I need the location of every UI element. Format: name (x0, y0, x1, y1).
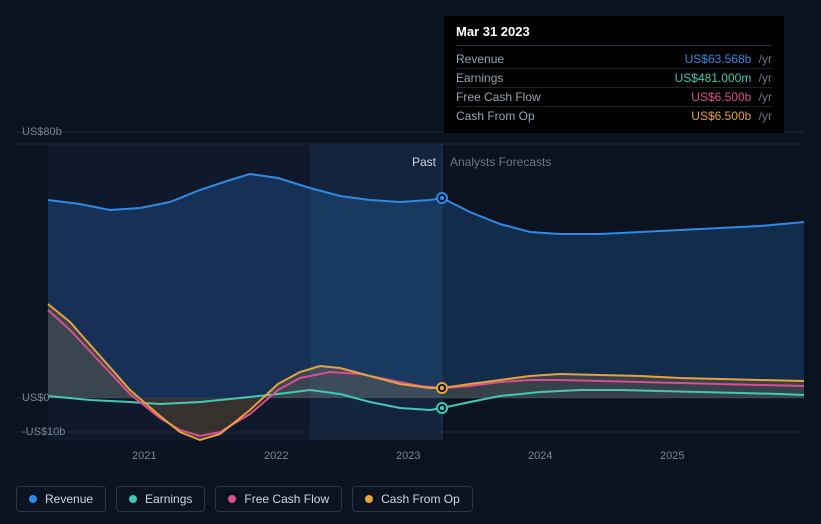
legend-item-fcf[interactable]: Free Cash Flow (215, 486, 342, 512)
legend-item-label: Free Cash Flow (244, 492, 329, 506)
legend: Revenue Earnings Free Cash Flow Cash From O… (16, 486, 473, 512)
legend-dot-icon (365, 495, 373, 503)
x-axis-label: 2021 (132, 450, 156, 462)
tooltip-row-value: US$481.000m /yr (675, 71, 772, 85)
tooltip-row-unit: /yr (755, 52, 772, 66)
x-axis-label: 2025 (660, 450, 684, 462)
tooltip-date: Mar 31 2023 (456, 24, 772, 46)
tooltip-row-label: Earnings (456, 71, 503, 85)
legend-item-label: Earnings (145, 492, 192, 506)
tooltip-row: Revenue US$63.568b /yr (456, 50, 772, 69)
y-axis-label: US$0 (22, 392, 50, 404)
chart-tooltip: Mar 31 2023 Revenue US$63.568b /yr Earning… (444, 16, 784, 133)
tooltip-row-label: Cash From Op (456, 109, 535, 123)
x-axis-label: 2023 (396, 450, 420, 462)
x-axis-label: 2022 (264, 450, 288, 462)
x-axis-label: 2024 (528, 450, 552, 462)
legend-dot-icon (129, 495, 137, 503)
past-label: Past (412, 155, 436, 169)
forecast-label: Analysts Forecasts (450, 155, 551, 169)
legend-item-label: Revenue (45, 492, 93, 506)
tooltip-row-unit: /yr (755, 71, 772, 85)
legend-dot-icon (228, 495, 236, 503)
y-axis-label: -US$10b (22, 426, 65, 438)
legend-dot-icon (29, 495, 37, 503)
tooltip-row-unit: /yr (755, 109, 772, 123)
legend-item-revenue[interactable]: Revenue (16, 486, 106, 512)
tooltip-row: Free Cash Flow US$6.500b /yr (456, 88, 772, 107)
tooltip-row: Earnings US$481.000m /yr (456, 69, 772, 88)
tooltip-row: Cash From Op US$6.500b /yr (456, 107, 772, 125)
legend-item-cfo[interactable]: Cash From Op (352, 486, 473, 512)
tooltip-row-label: Revenue (456, 52, 504, 66)
legend-item-earnings[interactable]: Earnings (116, 486, 205, 512)
legend-item-label: Cash From Op (381, 492, 460, 506)
tooltip-row-value: US$6.500b /yr (691, 109, 772, 123)
tooltip-row-label: Free Cash Flow (456, 90, 541, 104)
financials-chart: US$80b US$0 -US$10b 2021 2022 2023 2024 2025 P… (16, 16, 805, 508)
y-axis-label: US$80b (22, 126, 62, 138)
tooltip-row-value: US$6.500b /yr (691, 90, 772, 104)
tooltip-row-unit: /yr (755, 90, 772, 104)
tooltip-row-value: US$63.568b /yr (685, 52, 772, 66)
